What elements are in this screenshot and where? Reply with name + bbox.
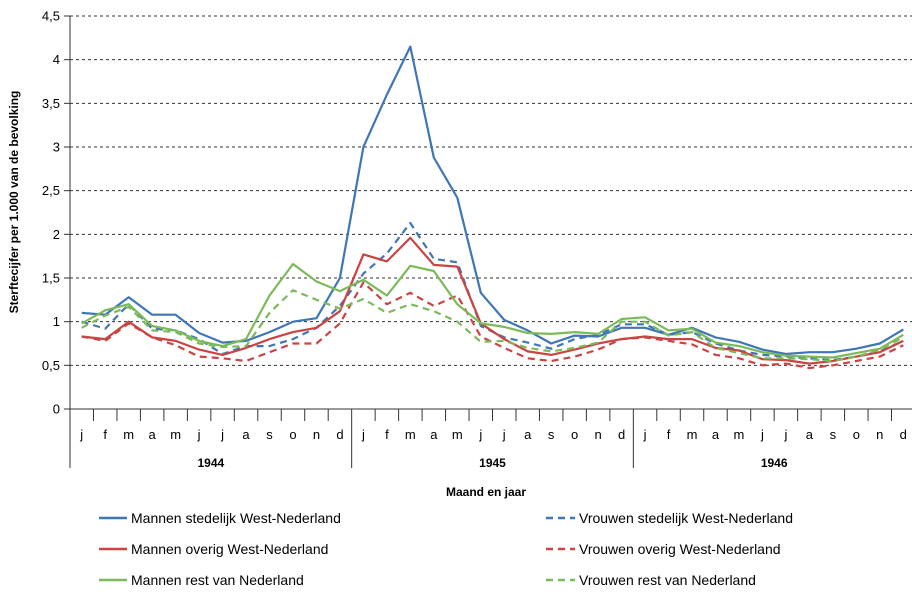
month-label: j (361, 427, 365, 442)
legend: Mannen stedelijk West-Nederland Vrouwen s… (99, 510, 793, 588)
month-label: f (103, 427, 107, 442)
month-label: o (853, 427, 860, 442)
y-tick-label: 1,5 (42, 271, 60, 286)
y-tick-label: 2 (53, 227, 60, 242)
month-label: a (430, 427, 438, 442)
series-line (81, 262, 904, 359)
legend-label: Mannen rest van Nederland (131, 572, 304, 588)
month-label: m (405, 427, 416, 442)
gridlines (70, 15, 912, 366)
x-axis-title: Maand en jaar (446, 485, 526, 499)
series-line (81, 281, 904, 370)
year-label: 1945 (479, 456, 506, 470)
legend-label: Vrouwen overig West-Nederland (579, 541, 781, 557)
month-label: j (760, 427, 764, 442)
y-axis-title: Sterftecijfer per 1.000 van de bevolking (7, 91, 21, 314)
month-label: a (524, 427, 532, 442)
month-label: m (452, 427, 463, 442)
month-label: j (197, 427, 201, 442)
y-tick-label: 3,5 (42, 96, 60, 111)
month-label: m (170, 427, 181, 442)
month-label: n (595, 427, 602, 442)
legend-label: Mannen stedelijk West-Nederland (131, 510, 341, 526)
month-label: o (289, 427, 296, 442)
y-tick-label: 3 (53, 140, 60, 155)
month-label: d (618, 427, 625, 442)
month-label: d (900, 427, 907, 442)
month-label: n (313, 427, 320, 442)
series-line (81, 289, 904, 363)
month-label: f (667, 427, 671, 442)
month-label: m (687, 427, 698, 442)
month-label: j (220, 427, 224, 442)
series-lines (81, 45, 904, 370)
y-tick-label: 4 (53, 52, 60, 67)
month-label: s (548, 427, 555, 442)
month-label: j (643, 427, 647, 442)
month-label: j (502, 427, 506, 442)
series-line (81, 45, 904, 356)
month-label: f (385, 427, 389, 442)
legend-label: Vrouwen rest van Nederland (579, 572, 756, 588)
year-label: 1946 (761, 456, 788, 470)
month-label: a (242, 427, 250, 442)
month-label: a (149, 427, 157, 442)
y-tick-label: 1 (53, 314, 60, 329)
month-label: d (336, 427, 343, 442)
month-label: j (478, 427, 482, 442)
y-tick-label: 4,5 (42, 9, 60, 24)
month-label: a (712, 427, 720, 442)
month-label: j (783, 427, 787, 442)
month-label: m (734, 427, 745, 442)
year-label: 1944 (197, 456, 224, 470)
month-label: s (266, 427, 273, 442)
y-tick-label: 0,5 (42, 358, 60, 373)
legend-label: Mannen overig West-Nederland (131, 541, 328, 557)
axes (64, 15, 912, 468)
month-label: j (79, 427, 83, 442)
month-label: o (571, 427, 578, 442)
month-label: s (830, 427, 837, 442)
month-label: n (876, 427, 883, 442)
y-tick-label: 2,5 (42, 183, 60, 198)
month-label: m (123, 427, 134, 442)
month-label: a (806, 427, 814, 442)
tick-labels: 00,511,522,533,544,5j f m a m j j a s o n d j f m a m j j a… (42, 9, 907, 471)
series-line (81, 221, 904, 362)
y-tick-label: 0 (53, 402, 60, 417)
series-line (81, 236, 904, 365)
legend-label: Vrouwen stedelijk West-Nederland (579, 510, 793, 526)
